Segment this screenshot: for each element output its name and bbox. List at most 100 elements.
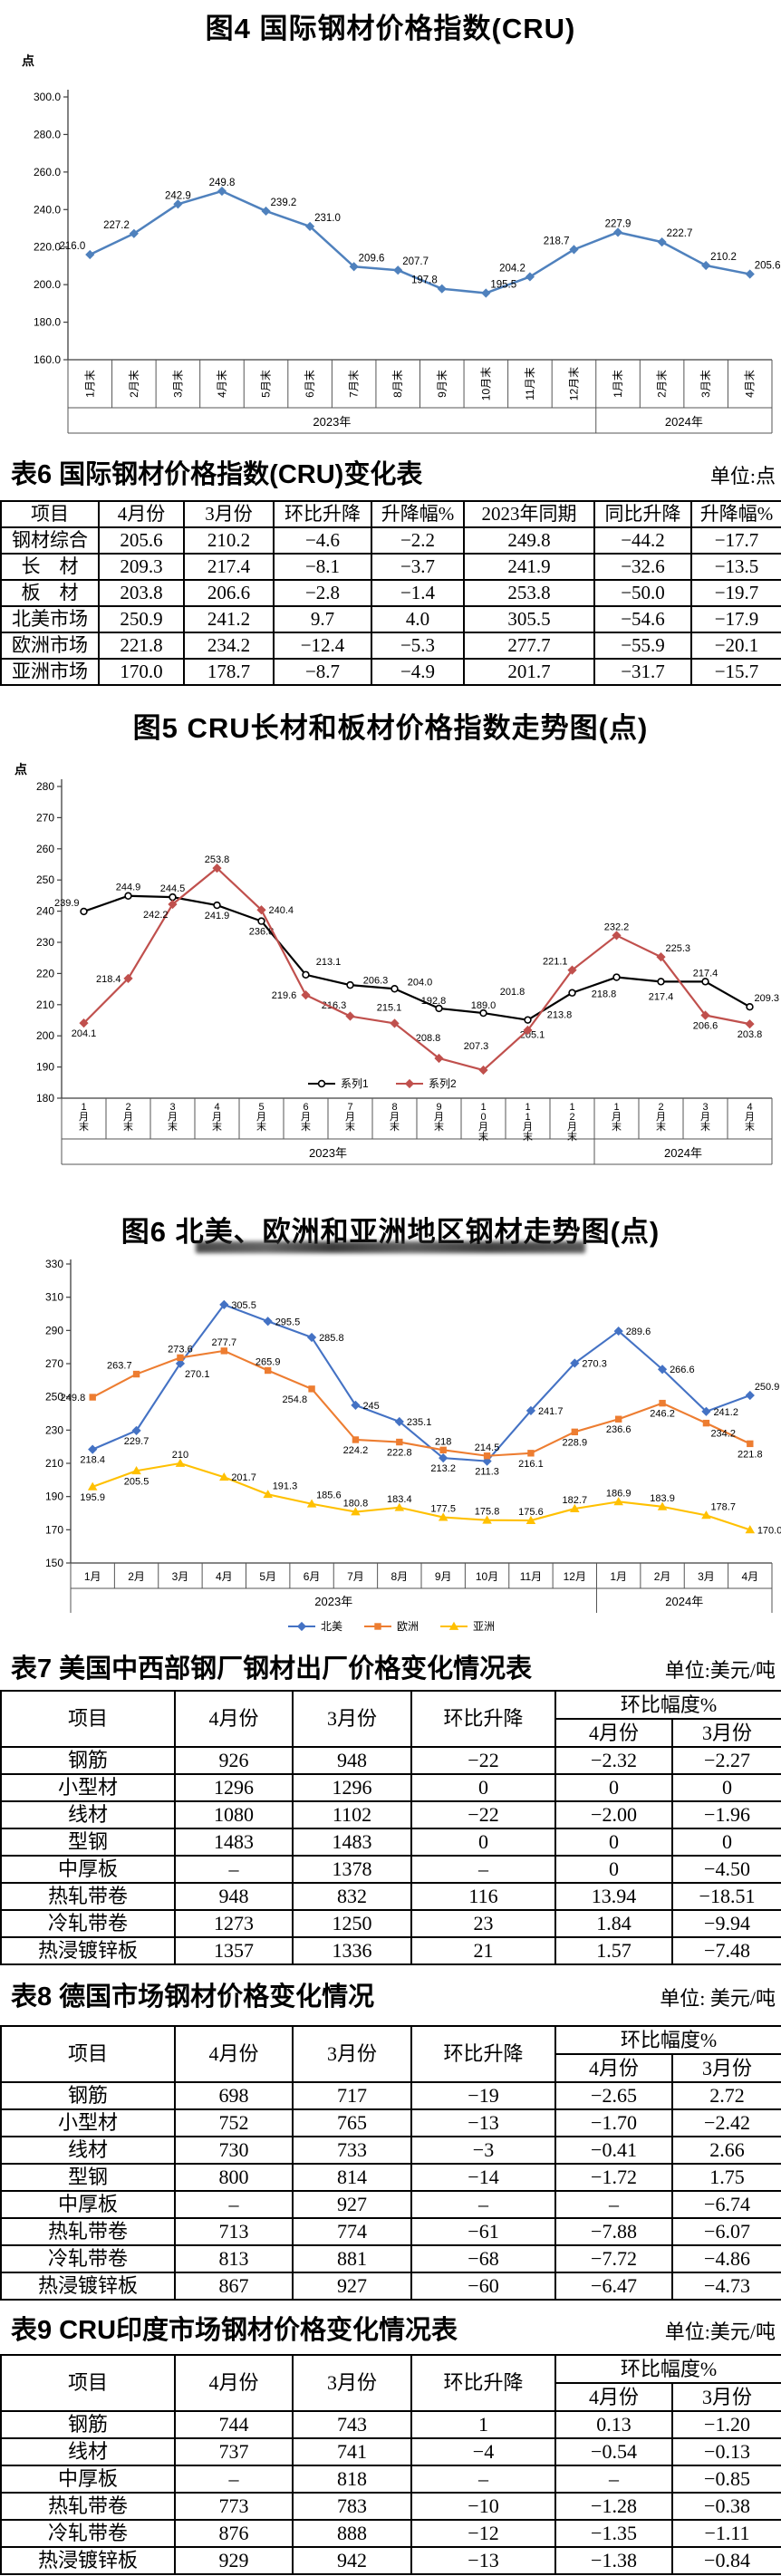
svg-text:2024年: 2024年 bbox=[664, 1146, 702, 1160]
svg-text:225.3: 225.3 bbox=[666, 943, 691, 954]
value-cell: 744 bbox=[174, 2410, 294, 2439]
table-row: 小型材 1296 1296 0 0 0 bbox=[0, 1773, 781, 1802]
svg-text:228.9: 228.9 bbox=[563, 1437, 588, 1448]
svg-text:210: 210 bbox=[45, 1457, 63, 1470]
value-cell: 927 bbox=[292, 2190, 412, 2219]
value-cell: −18.51 bbox=[670, 1882, 781, 1911]
value-cell: −0.38 bbox=[670, 2492, 781, 2521]
value-cell: 942 bbox=[292, 2546, 412, 2575]
table-row: 热浸镀锌板 1357 1336 21 1.57 −7.48 bbox=[0, 1936, 781, 1965]
svg-text:221.1: 221.1 bbox=[543, 957, 568, 968]
value-cell: −3 bbox=[410, 2136, 556, 2165]
svg-text:11月末: 11月末 bbox=[523, 1102, 533, 1143]
row-label-cell: 热轧带卷 bbox=[0, 2492, 176, 2521]
svg-text:330: 330 bbox=[45, 1259, 63, 1270]
value-cell: 774 bbox=[292, 2217, 412, 2246]
svg-text:217.4: 217.4 bbox=[649, 991, 674, 1002]
svg-text:240.4: 240.4 bbox=[269, 905, 294, 916]
value-cell: 250.9 bbox=[98, 605, 185, 633]
value-cell: 926 bbox=[174, 1746, 294, 1775]
svg-text:7月: 7月 bbox=[347, 1570, 364, 1583]
svg-text:230: 230 bbox=[45, 1423, 63, 1436]
svg-text:205.6: 205.6 bbox=[755, 261, 781, 272]
value-cell: 221.8 bbox=[98, 632, 185, 660]
value-cell: 1080 bbox=[174, 1800, 294, 1829]
svg-text:175.8: 175.8 bbox=[475, 1507, 500, 1518]
value-cell: −9.94 bbox=[670, 1909, 781, 1938]
header-cell: 3月份 bbox=[183, 500, 275, 528]
svg-text:222.7: 222.7 bbox=[667, 228, 693, 239]
svg-text:270: 270 bbox=[36, 811, 54, 824]
header-cell: 环比升降 bbox=[410, 2025, 556, 2083]
svg-text:4月末: 4月末 bbox=[744, 370, 757, 398]
svg-text:欧洲: 欧洲 bbox=[397, 1620, 419, 1633]
svg-text:6月末: 6月末 bbox=[304, 370, 316, 398]
value-cell: −2.00 bbox=[554, 1800, 673, 1829]
svg-text:2月末: 2月末 bbox=[656, 370, 669, 398]
svg-text:1月末: 1月末 bbox=[83, 370, 96, 398]
svg-text:273.6: 273.6 bbox=[168, 1344, 193, 1355]
svg-text:236.6: 236.6 bbox=[606, 1424, 632, 1435]
table-row: 钢材综合 205.6 210.2 −4.6 −2.2 249.8 −44.2 −17.7 bbox=[0, 526, 781, 555]
svg-text:204.2: 204.2 bbox=[499, 263, 525, 274]
svg-text:11月末: 11月末 bbox=[524, 367, 536, 400]
value-cell: 733 bbox=[292, 2136, 412, 2165]
value-cell: 249.8 bbox=[463, 526, 595, 555]
subheader-cell: 4月份 bbox=[554, 2382, 673, 2412]
svg-text:244.5: 244.5 bbox=[160, 883, 186, 894]
value-cell: 205.6 bbox=[98, 526, 185, 555]
svg-text:224.2: 224.2 bbox=[343, 1445, 369, 1456]
svg-text:270.1: 270.1 bbox=[185, 1369, 210, 1380]
value-cell: 876 bbox=[174, 2519, 294, 2548]
svg-text:9月: 9月 bbox=[435, 1570, 452, 1583]
value-cell: −6.74 bbox=[670, 2190, 781, 2219]
svg-text:3月末: 3月末 bbox=[171, 370, 184, 398]
svg-text:217.4: 217.4 bbox=[693, 968, 718, 979]
header-group-cell: 环比幅度% bbox=[554, 2025, 781, 2055]
svg-text:2023年: 2023年 bbox=[314, 1595, 352, 1608]
svg-text:亚洲: 亚洲 bbox=[473, 1620, 495, 1633]
svg-text:2月末: 2月末 bbox=[656, 1102, 666, 1133]
value-cell: −5.3 bbox=[371, 632, 465, 660]
value-cell: 783 bbox=[292, 2492, 412, 2521]
svg-text:197.8: 197.8 bbox=[411, 275, 438, 286]
table8-germany-prices: 项目 4月份 3月份 环比升降 环比幅度% 4月份 3月份 钢筋 698 717 −19 −2.65 2… bbox=[0, 2025, 781, 2301]
value-cell: 241.2 bbox=[183, 605, 275, 633]
value-cell: 1273 bbox=[174, 1909, 294, 1938]
svg-text:点: 点 bbox=[22, 53, 34, 68]
svg-text:250: 250 bbox=[45, 1391, 63, 1404]
svg-text:12月末: 12月末 bbox=[567, 367, 580, 400]
svg-text:254.8: 254.8 bbox=[283, 1394, 308, 1405]
value-cell: 814 bbox=[292, 2163, 412, 2192]
value-cell: 1296 bbox=[174, 1773, 294, 1802]
value-cell: −2.8 bbox=[273, 579, 372, 607]
value-cell: 206.6 bbox=[183, 579, 275, 607]
value-cell: – bbox=[410, 1855, 556, 1884]
svg-text:240.0: 240.0 bbox=[34, 203, 61, 216]
svg-text:231.0: 231.0 bbox=[314, 213, 341, 224]
table-subheader-row: 4月份 3月份 bbox=[1, 1718, 781, 1748]
svg-text:246.2: 246.2 bbox=[650, 1409, 675, 1420]
table8-caption: 表8 德国市场钢材价格变化情况 单位: 美元/吨 bbox=[11, 1975, 776, 2013]
value-cell: 170.0 bbox=[98, 658, 185, 686]
table8-title: 表8 德国市场钢材价格变化情况 bbox=[11, 1983, 375, 2012]
svg-text:249.8: 249.8 bbox=[61, 1393, 86, 1404]
svg-text:12月末: 12月末 bbox=[567, 1102, 577, 1143]
table-row: 型钢 1483 1483 0 0 0 bbox=[0, 1828, 781, 1857]
table-row: 板 材 203.8 206.6 −2.8 −1.4 253.8 −50.0 −19.7 bbox=[0, 579, 781, 607]
svg-text:177.5: 177.5 bbox=[430, 1504, 456, 1515]
svg-text:10月末: 10月末 bbox=[478, 1102, 488, 1143]
table-row: 热轧带卷 773 783 −10 −1.28 −0.38 bbox=[0, 2492, 781, 2521]
row-label-cell: 冷轧带卷 bbox=[0, 2519, 176, 2548]
value-cell: −17.7 bbox=[690, 526, 781, 555]
table-row: 北美市场 250.9 241.2 9.7 4.0 305.5 −54.6 −17.9 bbox=[0, 605, 781, 633]
svg-text:系列2: 系列2 bbox=[429, 1077, 457, 1090]
svg-text:213.1: 213.1 bbox=[316, 957, 342, 968]
table-row: 冷轧带卷 1273 1250 23 1.84 −9.94 bbox=[0, 1909, 781, 1938]
svg-text:186.9: 186.9 bbox=[606, 1488, 632, 1499]
svg-text:206.3: 206.3 bbox=[363, 976, 389, 987]
header-cell: 2023年同期 bbox=[463, 500, 595, 528]
header-cell: 3月份 bbox=[292, 2025, 412, 2083]
svg-text:175.6: 175.6 bbox=[518, 1507, 544, 1518]
svg-text:201.8: 201.8 bbox=[500, 987, 525, 998]
